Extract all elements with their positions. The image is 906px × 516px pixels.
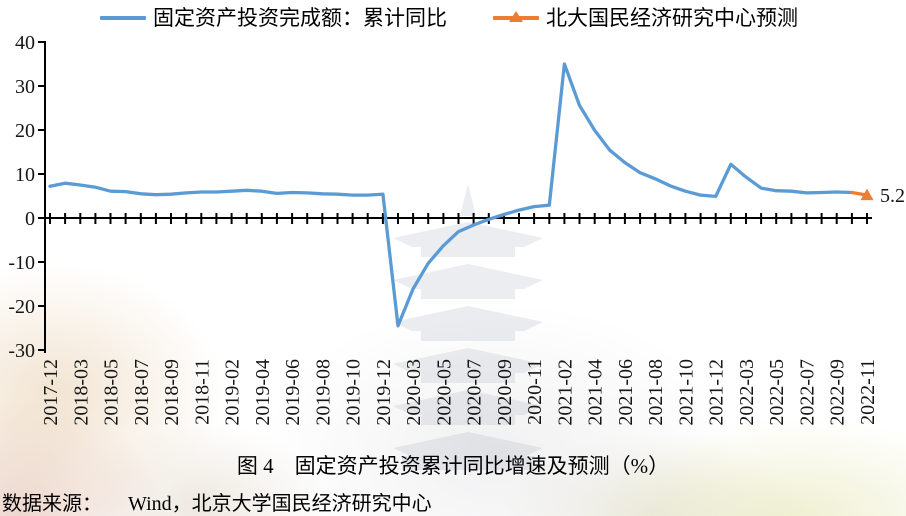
svg-text:2019-02: 2019-02 <box>222 359 244 426</box>
legend-item-actual: 固定资产投资完成额：累计同比 <box>100 4 447 32</box>
svg-text:2022-05: 2022-05 <box>766 359 788 426</box>
svg-text:2021-02: 2021-02 <box>554 359 576 426</box>
svg-text:2018-11: 2018-11 <box>191 359 213 425</box>
svg-text:2020-11: 2020-11 <box>524 359 546 425</box>
x-tick-labels: 2017-12 2018-03 2018-05 2018-07 2018-09 2018-… <box>40 359 879 426</box>
actual-line-swatch <box>100 16 146 20</box>
y-axis <box>38 41 46 353</box>
series-line-0 <box>48 62 854 328</box>
svg-text:2021-04: 2021-04 <box>585 359 607 426</box>
svg-text:10: 10 <box>15 164 35 186</box>
svg-text:2019-06: 2019-06 <box>282 359 304 426</box>
data-source: 数据来源： Wind，北京大学国民经济研究中心 <box>2 487 432 516</box>
svg-text:2020-03: 2020-03 <box>403 359 425 426</box>
legend-item-forecast: 北大国民经济研究中心预测 <box>493 4 798 32</box>
svg-text:-30: -30 <box>8 340 35 362</box>
svg-text:2019-10: 2019-10 <box>343 359 365 426</box>
svg-text:40: 40 <box>15 32 35 54</box>
svg-text:-10: -10 <box>8 252 35 274</box>
svg-text:2018-07: 2018-07 <box>131 359 153 426</box>
svg-text:-20: -20 <box>8 296 35 318</box>
svg-text:2021-12: 2021-12 <box>706 359 728 426</box>
forecast-value-label: 5.2 <box>880 185 905 207</box>
legend-label-actual: 固定资产投资完成额：累计同比 <box>153 6 447 30</box>
source-text: Wind，北京大学国民经济研究中心 <box>128 493 432 515</box>
x-axis <box>38 213 872 224</box>
svg-text:2020-05: 2020-05 <box>433 359 455 426</box>
triangle-marker-icon <box>509 11 523 22</box>
svg-text:2022-07: 2022-07 <box>797 359 819 426</box>
svg-text:2021-10: 2021-10 <box>675 359 697 426</box>
svg-text:0: 0 <box>25 208 35 230</box>
svg-text:2020-09: 2020-09 <box>494 359 516 426</box>
svg-text:2021-06: 2021-06 <box>615 359 637 426</box>
svg-text:2018-05: 2018-05 <box>101 359 123 426</box>
forecast-triangle-marker <box>860 188 874 201</box>
svg-text:2022-03: 2022-03 <box>736 359 758 426</box>
svg-text:2020-07: 2020-07 <box>464 359 486 426</box>
svg-text:2022-11: 2022-11 <box>857 359 879 425</box>
svg-text:2017-12: 2017-12 <box>40 359 62 426</box>
svg-text:2019-12: 2019-12 <box>373 359 395 426</box>
y-tick-labels: 40 30 20 10 0 -10 -20 -30 <box>8 32 35 362</box>
svg-text:30: 30 <box>15 76 35 98</box>
svg-text:2019-04: 2019-04 <box>252 359 274 426</box>
svg-text:2021-08: 2021-08 <box>645 359 667 426</box>
svg-text:2022-09: 2022-09 <box>827 359 849 426</box>
chart-legend: 固定资产投资完成额：累计同比 北大国民经济研究中心预测 <box>100 4 798 32</box>
svg-text:20: 20 <box>15 120 35 142</box>
figure-caption: 图 4 固定资产投资累计同比增速及预测（%） <box>236 454 670 478</box>
svg-text:2019-08: 2019-08 <box>312 359 334 426</box>
svg-text:2018-03: 2018-03 <box>70 359 92 426</box>
svg-text:2018-09: 2018-09 <box>161 359 183 426</box>
forecast-line-swatch <box>493 11 539 22</box>
source-label: 数据来源： <box>2 493 102 515</box>
legend-label-forecast: 北大国民经济研究中心预测 <box>546 6 798 30</box>
